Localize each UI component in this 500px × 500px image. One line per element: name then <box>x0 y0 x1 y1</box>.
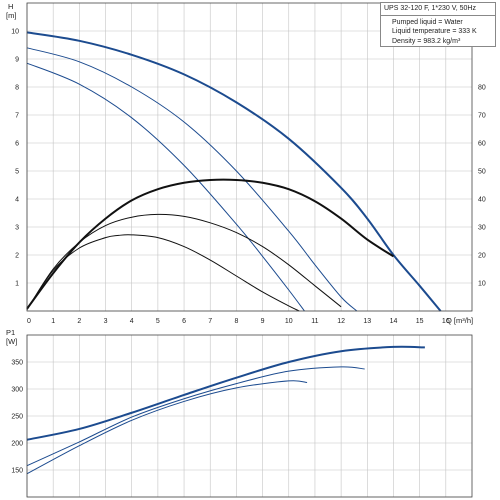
power-curve-1 <box>26 366 365 467</box>
x-tick-label: 6 <box>182 318 186 325</box>
upper-plot-frame <box>26 2 473 312</box>
lower-plot-frame <box>26 334 473 498</box>
head-curve-1 <box>26 47 358 312</box>
head-tick-label: 9 <box>15 57 19 64</box>
x-tick-label: 8 <box>234 318 238 325</box>
x-tick-label: 5 <box>156 318 160 325</box>
power-axis-label: P1 [W] <box>6 328 17 346</box>
efficiency-tick-label: 40 <box>478 197 486 204</box>
head-tick-label: 8 <box>15 85 19 92</box>
x-tick-label: 16 <box>442 318 450 325</box>
x-tick-label: 13 <box>363 318 371 325</box>
efficiency-tick-label: 70 <box>478 113 486 120</box>
power-tick-label: 250 <box>11 414 23 421</box>
x-tick-label: 15 <box>416 318 424 325</box>
head-axis-label: H [m] <box>6 2 16 20</box>
power-tick-label: 350 <box>11 360 23 367</box>
x-tick-label: 2 <box>77 318 81 325</box>
x-tick-label: 11 <box>311 318 318 325</box>
head-curve-0 <box>26 31 442 312</box>
efficiency-curve-5 <box>26 234 300 312</box>
power-tick-label: 150 <box>11 468 23 475</box>
efficiency-tick-label: 10 <box>478 281 486 288</box>
head-tick-label: 3 <box>15 225 19 232</box>
power-curve-0 <box>26 345 425 441</box>
pump-model-title: UPS 32-120 F, 1*230 V, 50Hz <box>381 3 495 16</box>
density-text: Density = 983.2 kg/m³ <box>392 37 461 45</box>
efficiency-tick-label: 50 <box>478 169 486 176</box>
head-tick-label: 5 <box>15 169 19 176</box>
liquid-temperature-text: Liquid temperature = 333 K <box>392 28 477 35</box>
x-tick-label: 7 <box>208 318 212 325</box>
head-tick-label: 4 <box>15 197 19 204</box>
x-tick-label: 1 <box>51 318 55 325</box>
efficiency-tick-label: 20 <box>478 253 486 260</box>
efficiency-tick-label: 30 <box>478 225 486 232</box>
efficiency-tick-label: 80 <box>478 85 486 92</box>
x-tick-label: 4 <box>130 318 134 325</box>
curves <box>26 31 442 475</box>
efficiency-curve-4 <box>26 213 342 310</box>
pumped-liquid-text: Pumped liquid = Water <box>392 18 463 26</box>
head-tick-label: 2 <box>15 253 19 260</box>
x-tick-label: 0 <box>27 318 31 325</box>
efficiency-curve-3 <box>26 178 395 310</box>
efficiency-tick-label: 60 <box>478 141 486 148</box>
x-tick-label: 12 <box>337 318 345 325</box>
x-tick-label: 9 <box>261 318 265 325</box>
head-tick-label: 6 <box>15 141 19 148</box>
head-tick-label: 10 <box>11 29 19 36</box>
x-tick-label: 14 <box>390 318 398 325</box>
grid <box>26 3 472 498</box>
power-curve-2 <box>26 380 308 475</box>
head-curve-2 <box>26 62 305 312</box>
x-tick-label: 10 <box>285 318 293 325</box>
pump-info-box: UPS 32-120 F, 1*230 V, 50Hz Pumped liqui… <box>380 2 496 47</box>
x-tick-label: 3 <box>104 318 108 325</box>
head-tick-label: 1 <box>15 281 19 288</box>
power-tick-label: 300 <box>11 387 23 394</box>
flow-axis-label: Q [m³/h] <box>446 316 473 325</box>
power-tick-label: 200 <box>11 441 23 448</box>
head-tick-label: 7 <box>15 113 19 120</box>
tick-labels: 0 1 2 3 4 5 6 7 8 9 10 11 12 13 14 15 161234567891010203… <box>11 29 486 475</box>
